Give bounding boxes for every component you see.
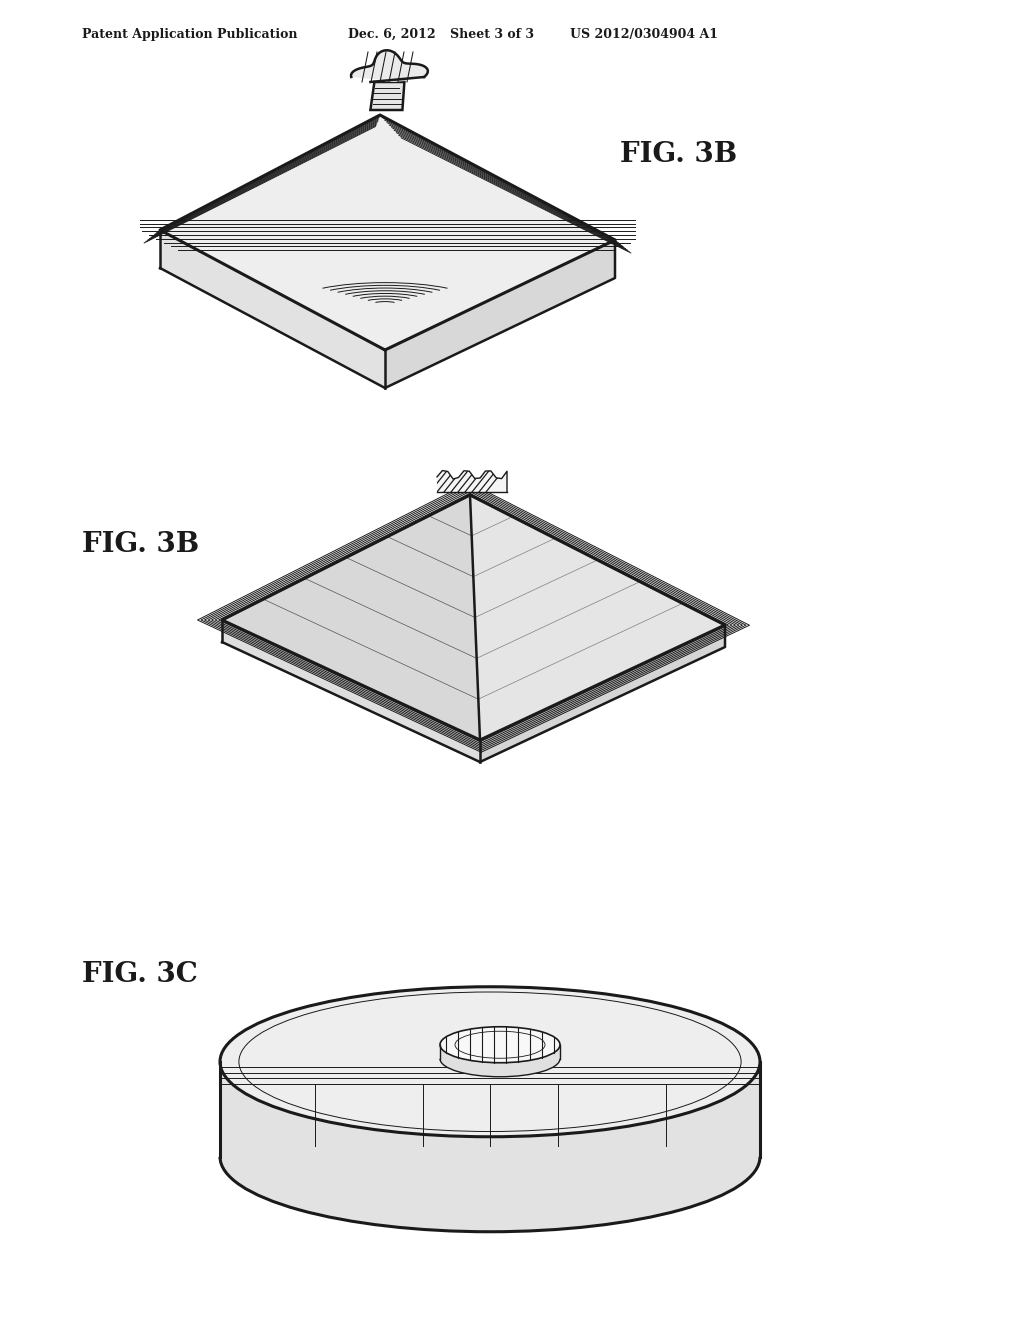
Polygon shape [220, 1061, 760, 1232]
Text: Dec. 6, 2012: Dec. 6, 2012 [348, 28, 435, 41]
Ellipse shape [440, 1027, 560, 1063]
Polygon shape [222, 495, 725, 741]
Polygon shape [440, 1044, 560, 1077]
Polygon shape [385, 240, 615, 388]
Polygon shape [222, 495, 480, 741]
Polygon shape [160, 115, 615, 350]
Text: FIG. 3C: FIG. 3C [82, 961, 198, 989]
Polygon shape [437, 470, 507, 492]
Polygon shape [480, 624, 725, 762]
Text: Sheet 3 of 3: Sheet 3 of 3 [450, 28, 534, 41]
Text: US 2012/0304904 A1: US 2012/0304904 A1 [570, 28, 718, 41]
Text: FIG. 3B: FIG. 3B [620, 141, 737, 169]
Polygon shape [160, 230, 385, 388]
Polygon shape [351, 50, 428, 82]
Polygon shape [222, 620, 480, 762]
Ellipse shape [220, 987, 760, 1137]
Text: Patent Application Publication: Patent Application Publication [82, 28, 298, 41]
Text: FIG. 3B: FIG. 3B [82, 532, 199, 558]
Polygon shape [371, 82, 404, 110]
Polygon shape [470, 495, 725, 741]
